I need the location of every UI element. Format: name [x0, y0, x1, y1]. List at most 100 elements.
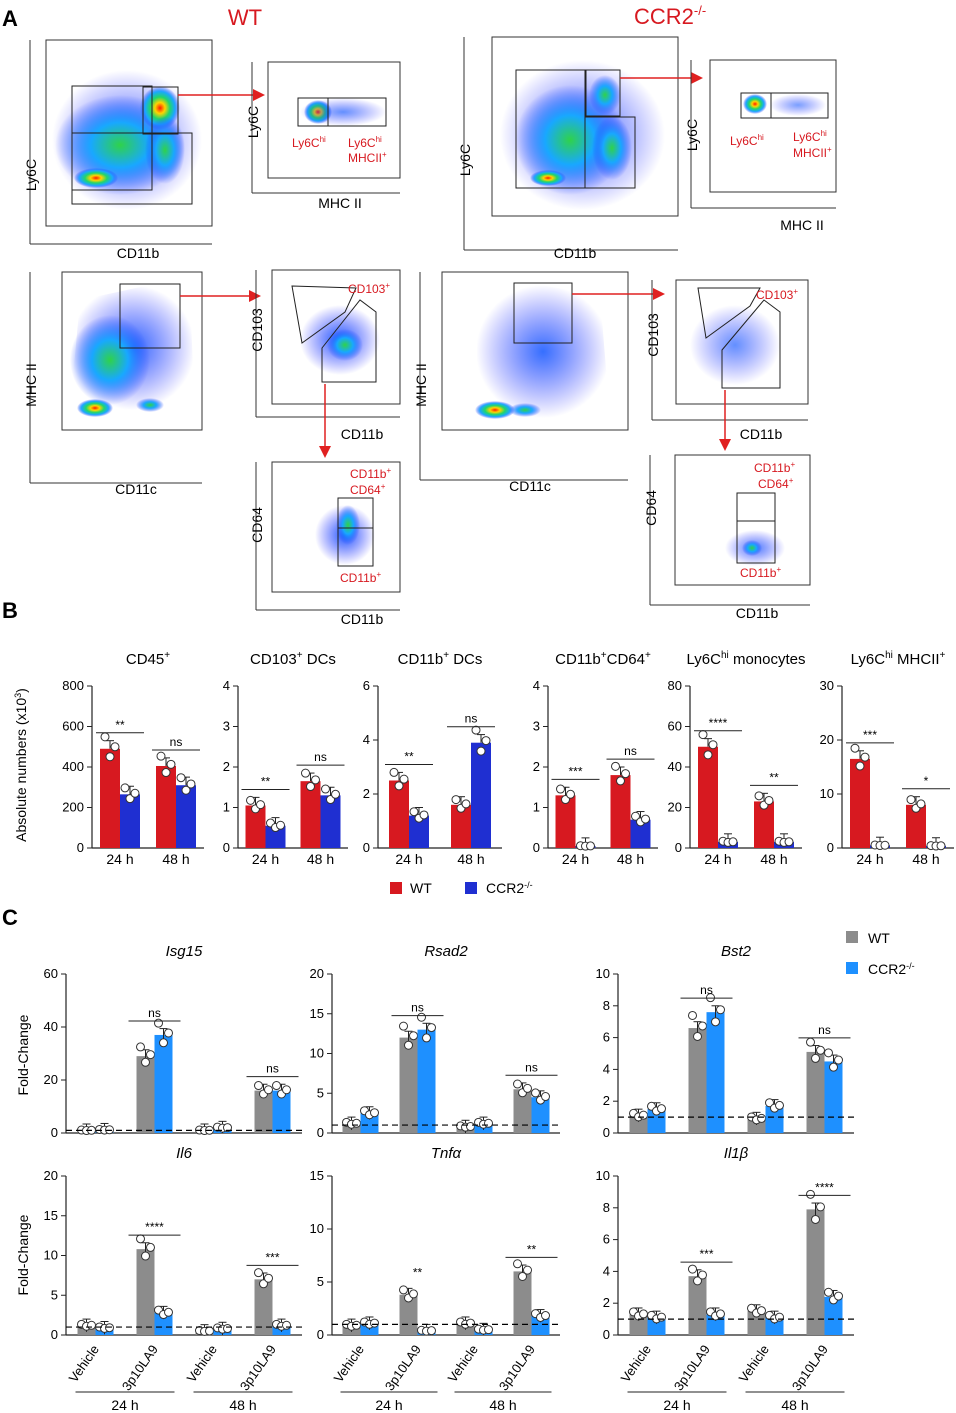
y-tick-label: 10: [44, 1248, 58, 1263]
time-group-label: 48 h: [229, 1397, 256, 1413]
data-point: [471, 725, 481, 735]
data-point: [698, 1270, 707, 1280]
data-point: [156, 751, 166, 761]
x-tick-label: 24 h: [704, 851, 731, 867]
axis-mhcii: MHC II: [318, 195, 362, 211]
ccr2-cd103-cd11b-plot: CD103 CD11b CD103+: [645, 279, 809, 442]
x-tick-label: Vehicle: [736, 1342, 772, 1385]
y-tick-label: 20: [668, 800, 682, 815]
data-point: [389, 767, 399, 777]
x-tick-label: Vehicle: [618, 1342, 654, 1385]
ccr2-title-main: CCR2: [634, 4, 694, 29]
panel-label-a: A: [2, 6, 18, 31]
significance-label: ***: [863, 728, 877, 742]
ccr2-gate-cd64-sup: +: [789, 476, 794, 485]
data-point: [254, 1081, 263, 1091]
bar: [272, 1090, 291, 1133]
data-point: [754, 791, 764, 801]
x-tick-label: 3p10LA9: [237, 1342, 279, 1393]
y-tick-label: 200: [62, 800, 84, 815]
wt-gate-cd11b-top-main: CD11b: [350, 467, 387, 481]
significance-label: ns: [700, 983, 713, 997]
panel-b-ylabel: Absolute numbers (x103): [13, 688, 29, 842]
gate-ly6chi-b-sup: hi: [376, 135, 382, 144]
time-group-label: 48 h: [489, 1397, 516, 1413]
data-point: [775, 1312, 784, 1322]
x-tick-label: 24 h: [252, 851, 279, 867]
panel-c-ylabel-top: Fold-Change: [15, 1014, 31, 1095]
chart-title-main: Il1β: [724, 1145, 749, 1162]
data-point: [806, 1189, 815, 1199]
data-point: [451, 795, 461, 805]
chart-title: Bst2: [721, 943, 752, 960]
bar: [471, 742, 491, 848]
x-tick-label: 24 h: [395, 851, 422, 867]
bar: [824, 1296, 843, 1335]
data-point: [282, 1320, 291, 1330]
data-point: [370, 1108, 379, 1118]
ccr2-gate-cd103: CD103+: [756, 287, 798, 302]
axis-cd11b-3: CD11b: [341, 426, 384, 442]
data-point: [703, 750, 713, 760]
y-tick-label: 8: [603, 1200, 610, 1215]
data-point: [834, 1291, 843, 1301]
chart-title-main: Ly6C: [687, 651, 722, 668]
y-tick-label: 0: [223, 840, 230, 855]
data-point: [775, 1100, 784, 1110]
significance-label: ns: [411, 1001, 424, 1015]
y-tick-label: 15: [310, 1168, 324, 1183]
bar: [156, 765, 176, 848]
y-tick-label: 10: [596, 1168, 610, 1183]
bar: [765, 1317, 784, 1335]
chart-title: Il1β: [724, 1145, 749, 1162]
data-point: [301, 768, 310, 778]
bar: [688, 1276, 707, 1335]
x-tick-label: 48 h: [457, 851, 484, 867]
x-tick-label: 24 h: [106, 851, 133, 867]
data-point: [757, 1113, 766, 1123]
data-point: [481, 736, 491, 746]
chart-title-main: Rsad2: [424, 943, 468, 960]
chart-title-main: CD11b: [555, 651, 601, 668]
data-point: [306, 782, 315, 792]
significance-label: ***: [699, 1247, 713, 1261]
data-point: [141, 1251, 150, 1261]
ccr2-gate-ly6chi-sup: hi: [758, 133, 764, 142]
chart-title: Ly6Chi monocytes: [687, 650, 806, 668]
chart-title-main: Ly6C: [851, 651, 886, 668]
chart-b_cd11b: 0 2 4 6 CD11b+ DCs 24 h ** 48 h ns: [363, 650, 502, 867]
chart-title-sup: +: [297, 650, 303, 661]
data-point: [205, 1326, 214, 1336]
x-tick-label: Vehicle: [184, 1342, 220, 1385]
y-tick-label: 6: [603, 1232, 610, 1247]
data-point: [404, 1040, 413, 1050]
wt-cd103-cd11b-plot: CD103 CD11b CD103+: [249, 269, 401, 442]
x-tick-label: 48 h: [912, 851, 939, 867]
chart-title-main: Tnfα: [431, 1145, 462, 1162]
bar: [806, 1051, 825, 1133]
chart-title: CD103+ DCs: [250, 650, 336, 668]
data-point: [764, 795, 774, 805]
data-point: [816, 1202, 825, 1212]
axis-ly6c-4: Ly6C: [684, 119, 700, 151]
x-tick-label: 3p10LA9: [496, 1342, 538, 1393]
bar: [610, 775, 631, 848]
data-point: [146, 1050, 155, 1060]
ccr2-title: CCR2-/-: [634, 3, 706, 29]
legend-wt-label: WT: [410, 880, 432, 896]
y-tick-label: 80: [668, 678, 682, 693]
data-point: [164, 1028, 173, 1038]
panel-label-b: B: [2, 598, 18, 623]
x-tick-label: 24 h: [856, 851, 883, 867]
chart-title: Ly6Chi MHCII+: [851, 650, 946, 668]
data-point: [476, 746, 486, 756]
chart-c_tnfa: 0 5 10 15 Tnfα ** ** Vehicle 3p10LA9 Vehicle 3p10L…: [310, 1145, 560, 1413]
significance-label: **: [527, 1242, 537, 1256]
data-point: [816, 1045, 825, 1055]
significance-label: ***: [265, 1250, 279, 1264]
ccr2-cd64-cd11b-plot: CD64 CD11b CD11b+ CD64+ CD11b+: [643, 454, 811, 621]
data-point: [409, 1031, 418, 1041]
y-tick-label: 1: [533, 800, 540, 815]
data-point: [631, 811, 640, 821]
